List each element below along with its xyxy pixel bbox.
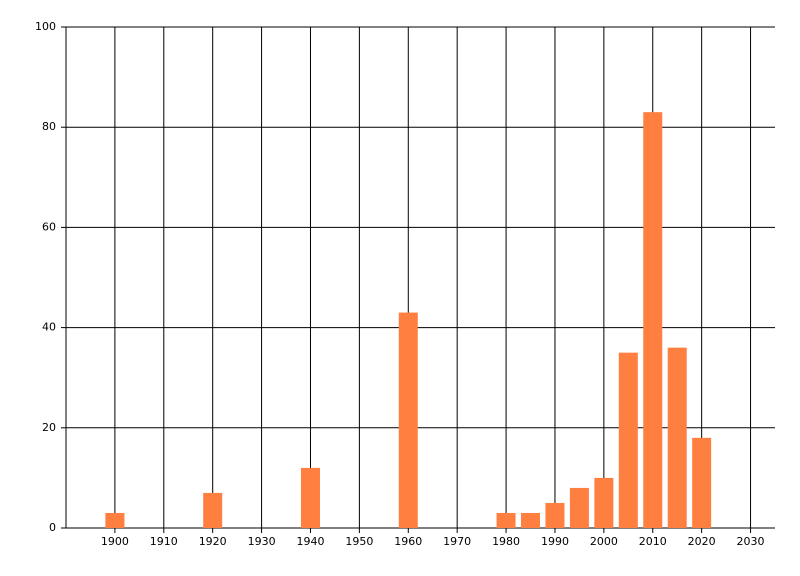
x-tick-label: 1940 bbox=[296, 535, 324, 548]
x-tick-label: 1980 bbox=[492, 535, 520, 548]
bar bbox=[569, 487, 589, 528]
bar bbox=[618, 352, 638, 528]
bar bbox=[300, 467, 320, 528]
bar bbox=[594, 477, 614, 528]
y-tick-label: 100 bbox=[35, 20, 56, 33]
x-tick-label: 2000 bbox=[590, 535, 618, 548]
x-tick-label: 1910 bbox=[150, 535, 178, 548]
y-tick-label: 20 bbox=[42, 421, 56, 434]
x-tick-label: 2010 bbox=[639, 535, 667, 548]
x-tick-label: 2030 bbox=[737, 535, 765, 548]
bar bbox=[203, 492, 223, 528]
y-tick-label: 60 bbox=[42, 220, 56, 233]
bar bbox=[105, 512, 125, 528]
x-tick-label: 1900 bbox=[101, 535, 129, 548]
y-tick-label: 80 bbox=[42, 120, 56, 133]
y-tick-label: 0 bbox=[49, 521, 56, 534]
x-tick-label: 1960 bbox=[394, 535, 422, 548]
bar bbox=[545, 502, 565, 528]
x-tick-label: 1990 bbox=[541, 535, 569, 548]
x-tick-label: 1920 bbox=[199, 535, 227, 548]
bar bbox=[398, 312, 418, 528]
bar bbox=[692, 437, 712, 528]
bar bbox=[667, 347, 687, 528]
x-tick-label: 2020 bbox=[688, 535, 716, 548]
bar bbox=[496, 512, 516, 528]
bar bbox=[643, 112, 663, 529]
x-tick-label: 1970 bbox=[443, 535, 471, 548]
x-tick-label: 1930 bbox=[248, 535, 276, 548]
y-tick-label: 40 bbox=[42, 321, 56, 334]
bar bbox=[521, 512, 541, 528]
x-tick-label: 1950 bbox=[345, 535, 373, 548]
